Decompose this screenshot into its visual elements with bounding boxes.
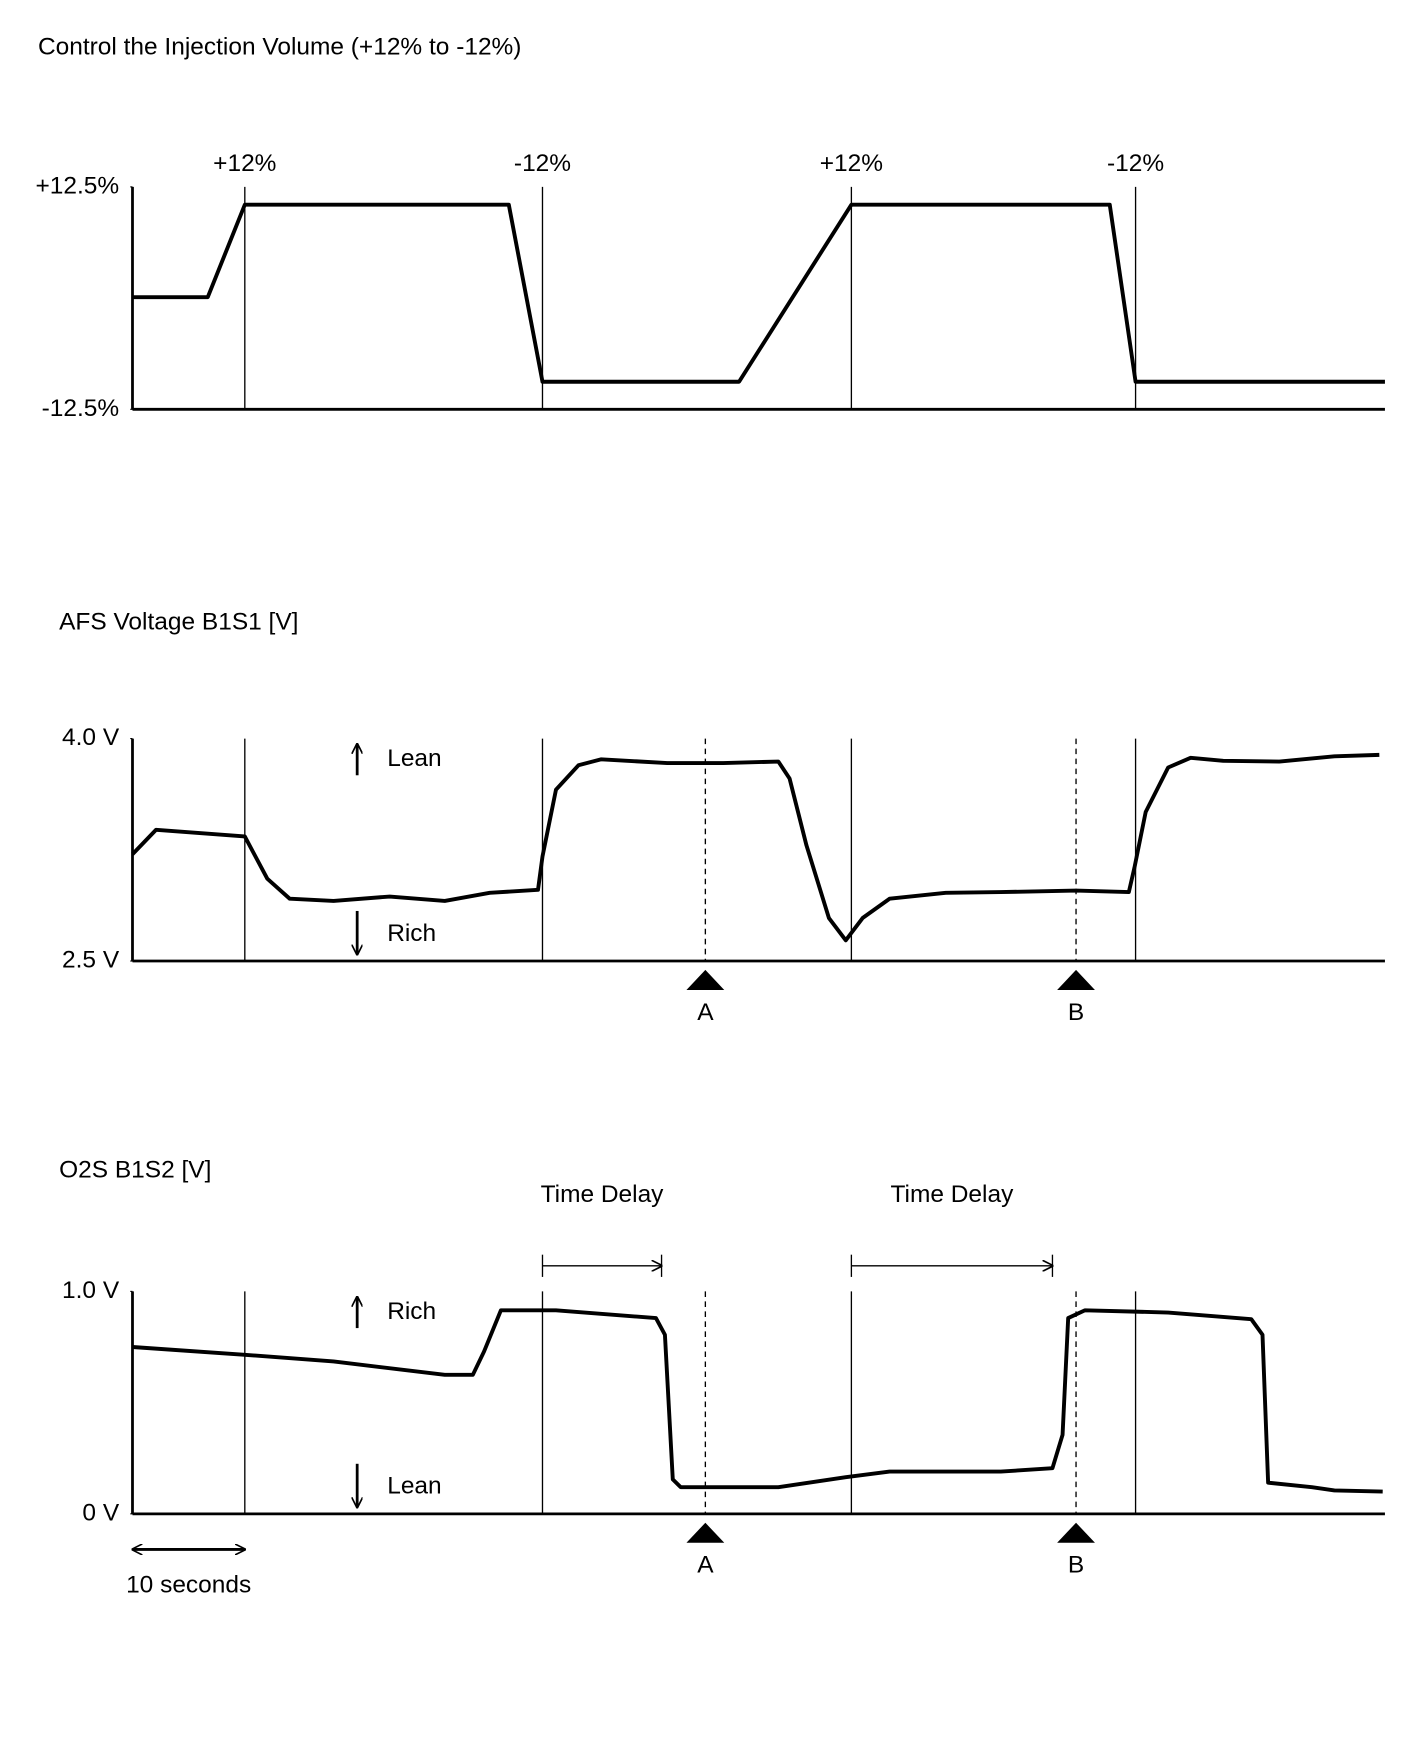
time-delay-label: Time Delay (891, 1181, 1015, 1208)
time-delay-label: Time Delay (541, 1181, 665, 1208)
marker-triangle (686, 1522, 725, 1543)
event-label: -12% (514, 150, 571, 177)
marker-triangle (1057, 1522, 1095, 1543)
scale-bar-label: 10 seconds (126, 1572, 251, 1599)
y-tick-label: 1.0 V (62, 1277, 120, 1304)
top-note: Lean (387, 745, 441, 772)
marker-triangle (1057, 969, 1095, 990)
y-tick-label: 0 V (82, 1499, 119, 1526)
marker-label: A (697, 999, 714, 1026)
chart-title: AFS Voltage B1S1 [V] (59, 608, 298, 635)
y-tick-label: 2.5 V (62, 946, 120, 973)
top-note: Rich (387, 1298, 436, 1325)
chart-title: O2S B1S2 [V] (59, 1157, 211, 1184)
data-line (131, 752, 1380, 943)
y-tick-label: 4.0 V (62, 724, 120, 751)
marker-triangle (686, 969, 725, 990)
bottom-note: Lean (387, 1473, 441, 1500)
event-label: -12% (1107, 150, 1164, 177)
marker-label: B (1068, 1552, 1084, 1579)
data-line (132, 202, 1385, 384)
event-label: +12% (820, 150, 883, 177)
bottom-note: Rich (387, 920, 436, 947)
y-tick-label: -12.5% (42, 395, 120, 422)
chart-title: Control the Injection Volume (+12% to -1… (38, 33, 522, 60)
marker-label: A (697, 1552, 714, 1579)
event-label: +12% (213, 150, 276, 177)
marker-label: B (1068, 999, 1084, 1026)
y-tick-label: +12.5% (35, 172, 119, 199)
data-line (132, 1308, 1383, 1494)
